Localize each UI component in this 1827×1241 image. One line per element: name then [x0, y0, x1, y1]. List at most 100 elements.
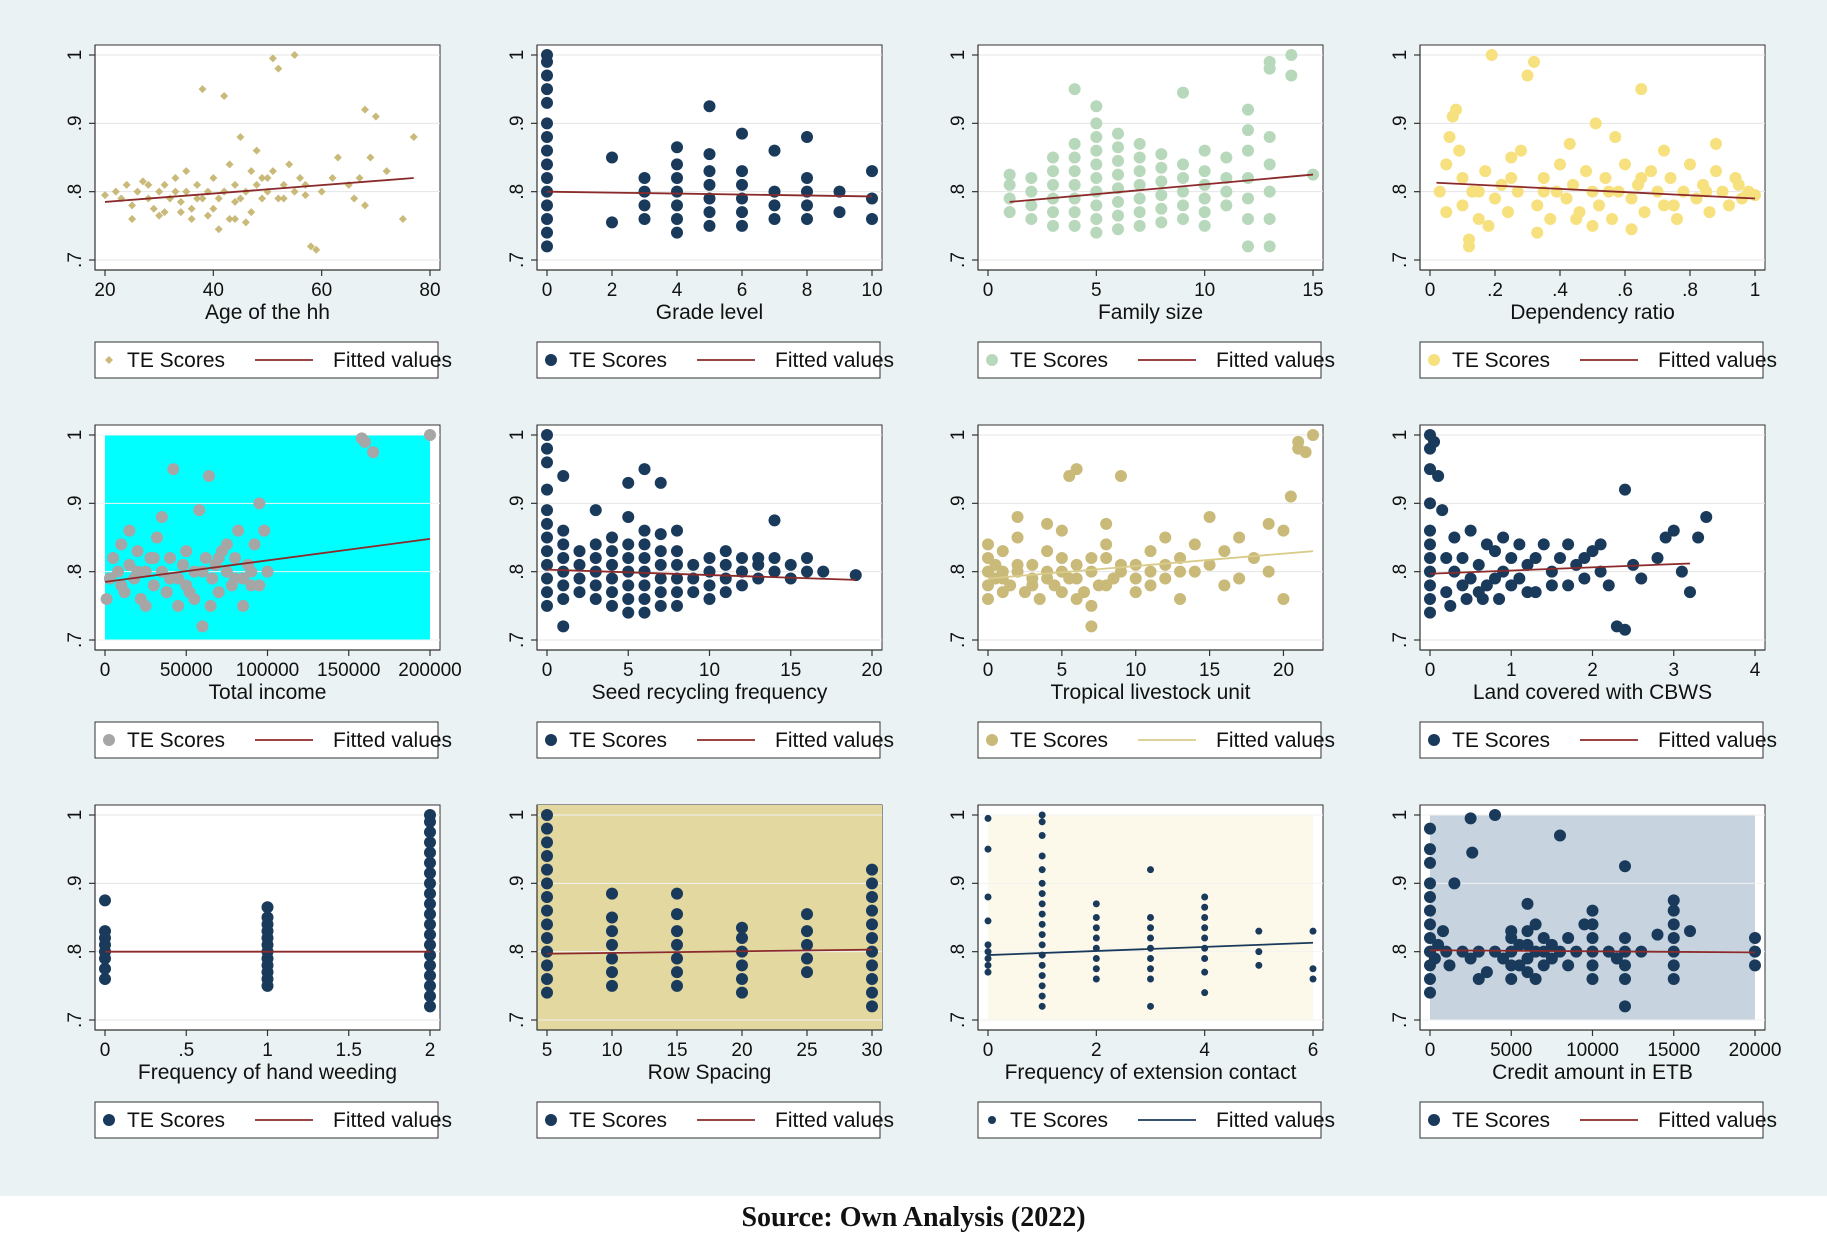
data-point — [1424, 904, 1436, 917]
data-point — [112, 565, 124, 578]
x-tick-label: 0 — [983, 1040, 994, 1061]
data-point — [1610, 952, 1623, 965]
data-point — [1578, 572, 1591, 585]
data-point — [1177, 172, 1189, 184]
x-axis-title: Frequency of extension contact — [1005, 1061, 1297, 1084]
data-point — [1667, 199, 1680, 212]
legend: TE Scores Fitted values — [977, 1101, 1335, 1139]
x-tick-label: 4 — [1199, 1040, 1210, 1061]
data-point — [1619, 973, 1631, 985]
data-point — [1537, 172, 1550, 184]
data-point — [687, 572, 700, 585]
data-point — [703, 579, 716, 592]
data-point — [1003, 168, 1016, 181]
data-point — [1495, 178, 1508, 191]
data-point — [1198, 165, 1211, 178]
data-point — [1242, 124, 1254, 137]
x-axis-title: Land covered with CBWS — [1473, 681, 1712, 704]
data-point — [1609, 131, 1622, 143]
x-tick-label: 8 — [802, 280, 813, 301]
legend-label-fit: Fitted values — [1658, 1109, 1777, 1132]
data-point — [736, 165, 748, 178]
data-point — [151, 531, 163, 544]
data-point — [1025, 185, 1038, 198]
y-tick-label: .7 — [507, 252, 528, 268]
data-point — [1159, 558, 1172, 571]
data-point — [1203, 558, 1216, 571]
x-tick-label: 4 — [1750, 660, 1761, 681]
data-point — [984, 917, 992, 925]
data-point — [768, 514, 781, 527]
data-point — [1586, 932, 1599, 944]
data-point — [424, 836, 436, 849]
data-point — [187, 204, 196, 213]
data-point — [1147, 1002, 1154, 1010]
data-point — [1242, 103, 1254, 116]
data-point — [1177, 86, 1189, 99]
data-point — [541, 932, 553, 944]
x-axis-title: Frequency of hand weeding — [138, 1061, 397, 1084]
data-point — [1440, 586, 1453, 599]
data-point — [290, 51, 299, 59]
data-point — [736, 959, 748, 972]
data-point — [1513, 959, 1526, 972]
data-point — [1586, 185, 1599, 198]
data-point — [245, 565, 258, 578]
data-point — [261, 565, 274, 578]
data-point — [361, 105, 369, 114]
data-point — [671, 213, 683, 225]
y-tick-label: .9 — [65, 115, 86, 131]
data-point — [1070, 558, 1083, 571]
data-point — [1521, 897, 1534, 910]
data-point — [424, 826, 436, 839]
data-point — [1177, 213, 1189, 225]
data-point — [703, 100, 716, 113]
legend-label-fit: Fitted values — [1658, 349, 1777, 372]
data-point — [1586, 219, 1599, 232]
legend-box — [1419, 341, 1764, 379]
data-point — [1586, 904, 1599, 917]
data-point — [606, 216, 618, 229]
legend-marker — [545, 1114, 557, 1126]
data-point — [1606, 213, 1618, 225]
data-point — [1038, 961, 1046, 969]
data-point — [849, 569, 862, 582]
y-tick-label: .8 — [507, 184, 528, 200]
data-point — [1545, 565, 1558, 578]
y-tick-label: .7 — [507, 632, 528, 648]
data-point — [1025, 172, 1038, 184]
data-point — [541, 863, 553, 876]
data-point — [1090, 158, 1103, 171]
data-point — [557, 565, 570, 578]
data-point — [253, 497, 266, 510]
x-tick-label: 10 — [1125, 660, 1146, 681]
data-point — [541, 850, 553, 862]
data-point — [801, 938, 813, 951]
data-point — [182, 187, 191, 196]
x-tick-label: 10000 — [1566, 1040, 1619, 1061]
data-point — [350, 194, 359, 203]
data-point — [1038, 982, 1046, 990]
data-point — [1424, 891, 1436, 903]
x-tick-label: 15 — [1199, 660, 1220, 681]
data-point — [622, 552, 635, 564]
data-point — [1424, 843, 1436, 856]
data-point — [1602, 579, 1615, 592]
x-tick-label: 2 — [607, 280, 618, 301]
legend: TE Scores Fitted values — [536, 1101, 894, 1139]
data-point — [703, 148, 716, 161]
x-tick-label: 10 — [601, 1040, 622, 1061]
data-point — [671, 172, 683, 184]
data-point — [1489, 572, 1501, 585]
data-point — [1480, 538, 1493, 551]
data-point — [1463, 233, 1475, 246]
legend-label-te: TE Scores — [1010, 349, 1108, 372]
data-point — [1667, 959, 1680, 972]
data-point — [1090, 131, 1103, 143]
data-point — [1424, 986, 1436, 999]
y-tick-label: .9 — [1390, 115, 1411, 131]
data-point — [1651, 552, 1664, 564]
data-point — [1092, 965, 1100, 973]
data-point — [1456, 579, 1469, 592]
data-point — [1201, 944, 1209, 952]
